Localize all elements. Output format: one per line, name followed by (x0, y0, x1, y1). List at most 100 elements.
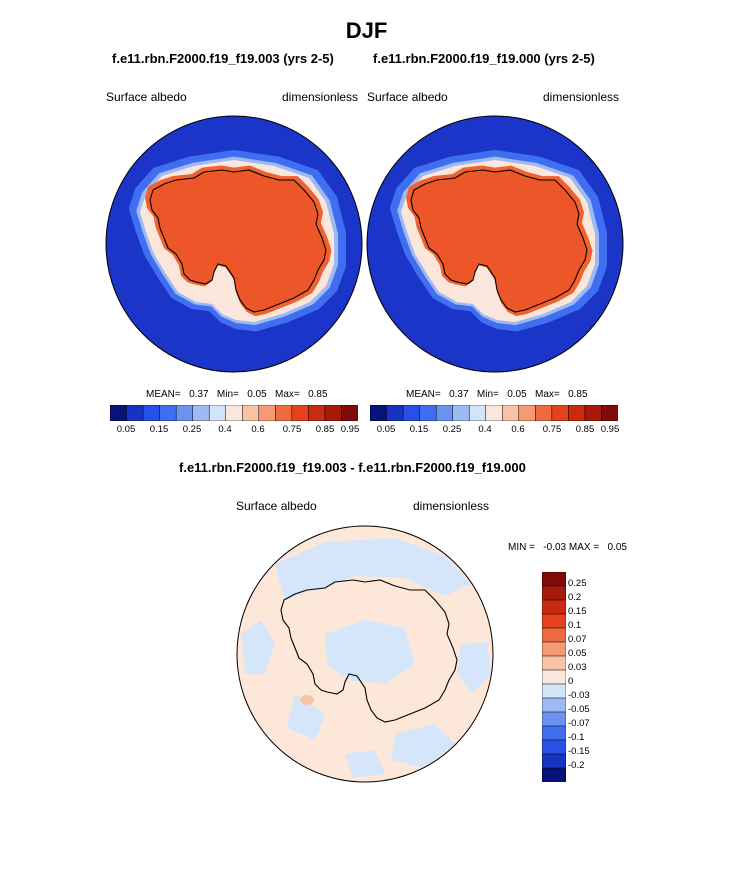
cbar-tick: -0.05 (568, 704, 590, 715)
cbar-tick: 0.2 (568, 592, 582, 603)
cbar-tick: -0.1 (568, 732, 585, 743)
panel1-units-label: dimensionless (282, 90, 359, 104)
coastline (280, 579, 458, 723)
colorbar-box (308, 405, 326, 421)
colorbar-box (275, 405, 293, 421)
cbar-tick: 0.15 (149, 424, 169, 435)
colorbar-box (542, 697, 566, 713)
colorbar-box (175, 405, 194, 421)
cbar-tick: 0.75 (282, 424, 302, 435)
panel2-min-label: Min= (476, 389, 499, 400)
cbar-tick: 0.85 (315, 424, 335, 435)
cbar-tick: -0.03 (568, 690, 590, 701)
negative-anomaly (391, 724, 455, 768)
panel1-max-label: Max= (275, 389, 300, 400)
cbar-tick: 0.6 (511, 424, 525, 435)
colorbar-box (435, 405, 454, 421)
coastline (149, 169, 327, 313)
map-border (366, 115, 624, 373)
map-border (236, 525, 494, 783)
colorbar-box (542, 641, 566, 657)
panel2-colorbar-ticks: 0.05 0.15 0.25 0.4 0.6 0.75 0.85 0.95 (370, 424, 620, 438)
panel2-mean-value: 0.37 (449, 389, 469, 400)
colorbar-box (110, 405, 127, 421)
colorbar-box (542, 683, 566, 699)
plot-title: DJF (345, 18, 388, 43)
panel1-mean-label: MEAN= (146, 389, 181, 400)
colorbar-box (258, 405, 276, 421)
diff-min-value: -0.03 (543, 542, 567, 553)
diff-minmax: MIN = -0.03 MAX = 0.05 (508, 542, 627, 553)
panel1-polar-map (105, 115, 363, 373)
cbar-tick: 0.03 (568, 662, 587, 673)
cbar-tick: 0.95 (340, 424, 360, 435)
colorbar-box (159, 405, 177, 421)
colorbar-box (568, 405, 586, 421)
ice-sheet-interior (411, 170, 587, 312)
cbar-tick: 0.15 (409, 424, 429, 435)
panel2-max-label: Max= (535, 389, 560, 400)
panel2-max-value: 0.85 (568, 389, 588, 400)
colorbar-box (468, 405, 487, 421)
colorbar-box (142, 405, 161, 421)
diff-max-value: 0.05 (607, 542, 627, 553)
cbar-tick: -0.07 (568, 718, 590, 729)
colorbar-box (542, 767, 566, 782)
colorbar-box (542, 572, 566, 587)
cbar-tick: 0.4 (478, 424, 492, 435)
colorbar-box (551, 405, 569, 421)
colorbar-box (542, 711, 566, 727)
diff-polar-map (236, 525, 494, 783)
panel1-colorbar (110, 405, 358, 421)
cbar-tick: 0.1 (568, 620, 582, 631)
diff-colorbar (542, 572, 566, 782)
cbar-tick: 0.6 (251, 424, 265, 435)
panel2-units-label: dimensionless (543, 90, 620, 104)
panel2-case-title: f.e11.rbn.F2000.f19_f19.000 (yrs 2-5) (373, 51, 595, 66)
panel1-case-title: f.e11.rbn.F2000.f19_f19.003 (yrs 2-5) (112, 51, 334, 66)
colorbar-box (542, 725, 566, 741)
negative-anomaly (457, 642, 491, 694)
panel2-stats: MEAN= 0.37 Min= 0.05 Max= 0.85 (406, 389, 588, 400)
panel2-mean-label: MEAN= (406, 389, 441, 400)
panel1-variable-label: Surface albedo (106, 90, 187, 104)
cbar-tick: 0 (568, 676, 574, 687)
colorbar-box (402, 405, 421, 421)
colorbar-box (542, 599, 566, 615)
colorbar-box (584, 405, 602, 421)
cbar-tick: 0.25 (442, 424, 462, 435)
colorbar-box (452, 405, 470, 421)
panel1-stats: MEAN= 0.37 Min= 0.05 Max= 0.85 (146, 389, 328, 400)
negative-anomaly (345, 750, 385, 778)
ice-shelf-fill (405, 165, 593, 317)
colorbar-box (225, 405, 243, 421)
negative-anomaly (241, 620, 275, 674)
colorbar-box (324, 405, 342, 421)
negative-anomaly (287, 694, 325, 740)
colorbar-box (502, 405, 520, 421)
panel1-max-value: 0.85 (308, 389, 328, 400)
diff-title: f.e11.rbn.F2000.f19_f19.003 - f.e11.rbn.… (179, 460, 526, 475)
cbar-tick: 0.75 (542, 424, 562, 435)
ice-shelf-fill (144, 165, 332, 317)
cbar-tick: 0.4 (218, 424, 232, 435)
panel2-colorbar (370, 405, 618, 421)
diff-colorbar-ticks: 0.25 0.2 0.15 0.1 0.07 0.05 0.03 0 -0.03… (568, 572, 608, 782)
colorbar-box (370, 405, 387, 421)
colorbar-box (518, 405, 536, 421)
colorbar-box (542, 655, 566, 671)
cbar-tick: 0.95 (600, 424, 620, 435)
colorbar-box (126, 405, 144, 421)
colorbar-box (386, 405, 404, 421)
colorbar-box (485, 405, 503, 421)
colorbar-box (542, 627, 566, 643)
panel1-mean-value: 0.37 (189, 389, 209, 400)
cbar-tick: 0.05 (568, 648, 587, 659)
cbar-tick: -0.2 (568, 760, 585, 771)
diff-max-label: MAX = (568, 542, 600, 553)
cbar-tick: 0.25 (182, 424, 202, 435)
colorbar-box (419, 405, 437, 421)
panel1-colorbar-ticks: 0.05 0.15 0.25 0.4 0.6 0.75 0.85 0.95 (110, 424, 360, 438)
map-border (105, 115, 363, 373)
diff-units-label: dimensionless (413, 499, 490, 513)
